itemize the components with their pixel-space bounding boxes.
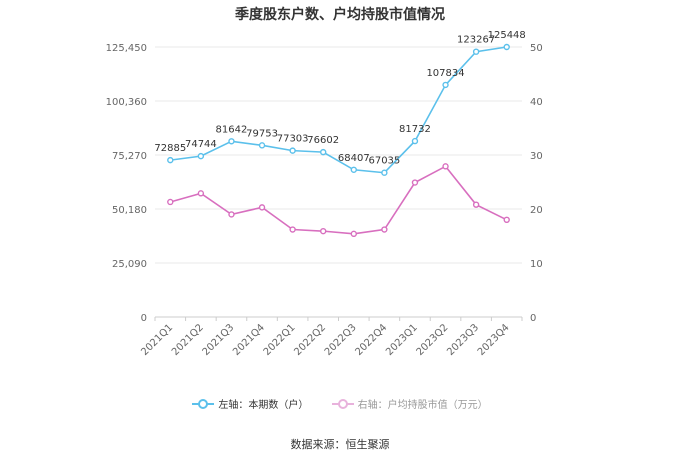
x-tick-label: 2023Q1 — [384, 322, 420, 358]
chart-title: 季度股东户数、户均持股市值情况 — [235, 7, 445, 23]
data-source: 数据来源：恒生聚源 — [290, 438, 390, 451]
x-tick-label: 2023Q3 — [445, 322, 481, 358]
x-tick-label: 2022Q2 — [292, 322, 328, 358]
data-point-avg-value — [472, 201, 480, 208]
data-point-avg-value — [320, 227, 327, 235]
data-label: 81732 — [399, 124, 431, 135]
data-point-households — [503, 43, 510, 51]
x-tick-label: 2021Q3 — [201, 322, 237, 358]
data-point-avg-value — [167, 198, 174, 206]
legend-line-households-icon — [192, 398, 215, 409]
data-point-households — [228, 138, 235, 145]
legend-item-avg-value[interactable]: 右轴：户均持股市值（万元） — [331, 396, 488, 411]
right-tick-label: 20 — [530, 205, 543, 216]
series-line-households — [170, 46, 507, 174]
data-point-avg-value — [503, 216, 510, 224]
x-tick-label: 2022Q4 — [353, 322, 389, 358]
data-point-avg-value — [228, 211, 235, 218]
left-tick-label: 50,180 — [112, 205, 147, 216]
legend-label-households: 左轴：本期数（户） — [218, 400, 309, 411]
x-tick-label: 2022Q3 — [323, 322, 359, 358]
left-tick-label: 25,090 — [112, 259, 147, 270]
data-label: 76602 — [307, 135, 339, 146]
data-point-avg-value — [350, 230, 357, 238]
data-point-households — [381, 169, 388, 176]
x-tick-label: 2021Q4 — [231, 322, 267, 358]
data-label: 79753 — [246, 128, 278, 139]
data-point-avg-value — [258, 204, 266, 211]
data-label: 125448 — [488, 30, 526, 41]
data-point-avg-value — [411, 179, 419, 186]
legend: 左轴：本期数（户） 右轴：户均持股市值（万元） — [0, 396, 680, 412]
series-line-avg-value — [170, 165, 508, 235]
data-point-households — [472, 48, 480, 55]
right-tick-label: 0 — [530, 313, 536, 324]
data-label: 77303 — [277, 134, 309, 145]
right-tick-label: 50 — [530, 43, 543, 54]
data-point-avg-value — [442, 163, 449, 170]
x-tick-label: 2023Q2 — [415, 322, 451, 358]
data-point-households — [442, 81, 449, 89]
left-tick-label: 75,270 — [112, 151, 147, 162]
data-point-households — [289, 147, 296, 154]
legend-line-avg-value-icon — [331, 398, 354, 409]
data-point-households — [320, 148, 327, 156]
data-point-avg-value — [197, 190, 205, 197]
data-point-avg-value — [289, 226, 296, 233]
data-point-households — [258, 142, 266, 149]
data-label: 123267 — [457, 35, 495, 46]
data-label: 74744 — [185, 139, 217, 150]
x-tick-label: 2022Q1 — [262, 322, 298, 358]
left-tick-label: 100,360 — [106, 97, 147, 108]
data-point-households — [197, 152, 205, 160]
data-label: 81642 — [216, 124, 248, 135]
right-tick-label: 30 — [530, 151, 543, 162]
x-tick-label: 2021Q2 — [170, 322, 206, 358]
data-label: 67035 — [368, 156, 400, 167]
legend-label-avg-value: 右轴：户均持股市值（万元） — [357, 400, 488, 411]
right-tick-label: 40 — [530, 97, 543, 108]
data-label: 72885 — [154, 143, 186, 154]
data-label: 68407 — [338, 153, 370, 164]
legend-item-households[interactable]: 左轴：本期数（户） — [192, 396, 308, 411]
x-tick-label: 2023Q4 — [476, 322, 512, 358]
right-tick-label: 10 — [530, 259, 543, 270]
data-point-avg-value — [381, 226, 388, 233]
data-point-households — [411, 137, 419, 145]
data-point-households — [167, 156, 174, 164]
data-point-households — [350, 166, 357, 173]
left-tick-label: 125,450 — [106, 43, 147, 54]
x-tick-label: 2021Q1 — [139, 322, 175, 358]
data-label: 107834 — [426, 68, 464, 79]
left-tick-label: 0 — [141, 313, 147, 324]
